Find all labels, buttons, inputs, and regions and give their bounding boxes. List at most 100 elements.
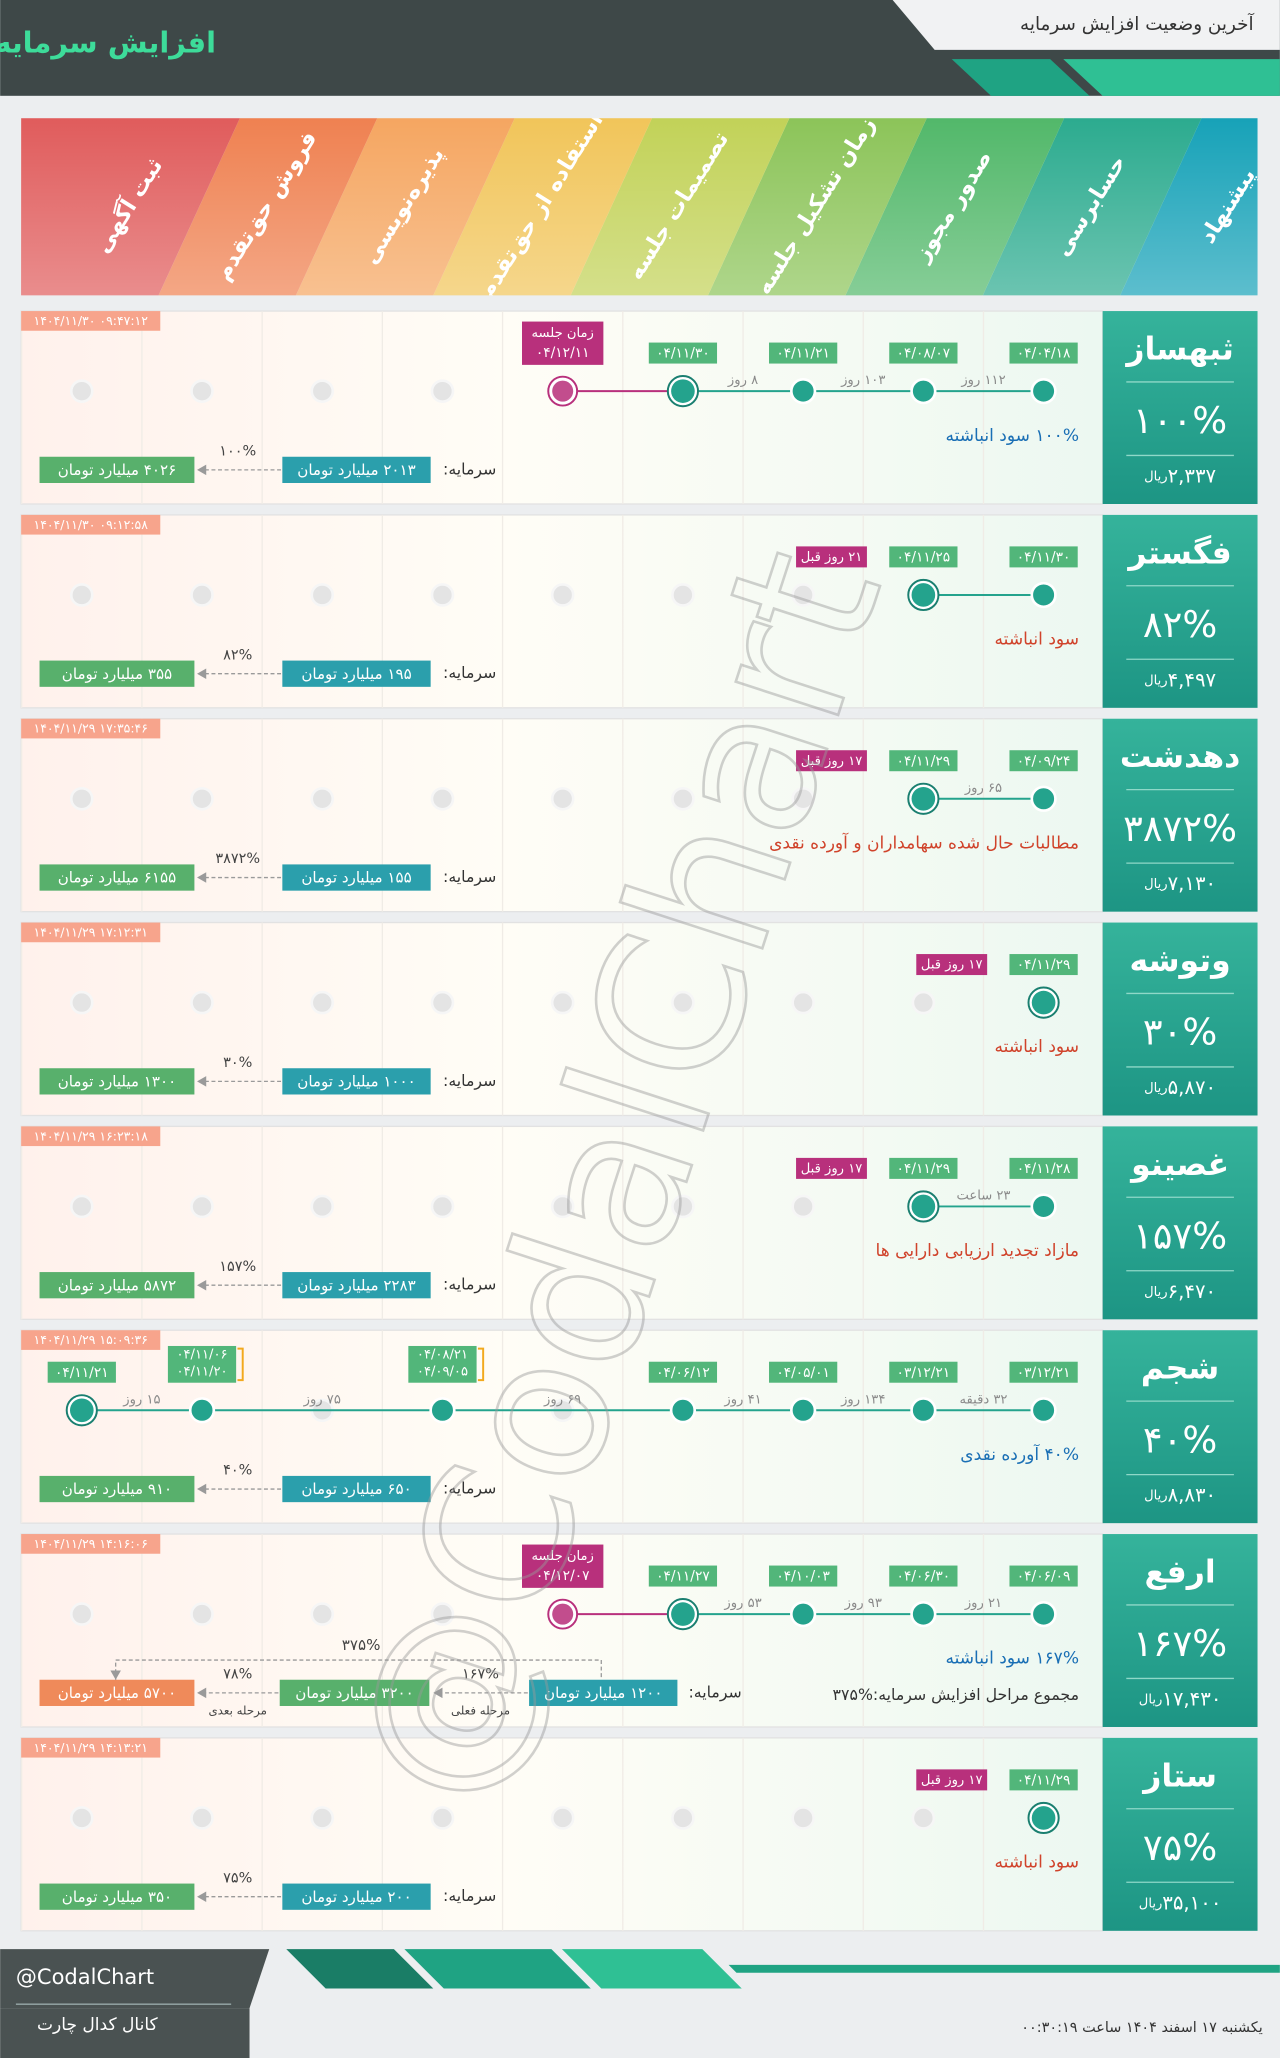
currency: ریال xyxy=(1144,1488,1168,1503)
stripe xyxy=(728,1964,1280,1973)
stage-dot-empty xyxy=(671,990,695,1015)
stage-dot-empty xyxy=(69,1602,94,1626)
result-text: ۱۳۰۰ میلیارد تومان xyxy=(58,1073,176,1091)
date: ۰۴/۱۱/۲۷ xyxy=(656,1569,710,1585)
date: ۰۴/۱۱/۲۱ xyxy=(776,346,830,362)
result-text: ۶۱۵۵ میلیارد تومان xyxy=(58,869,176,887)
timestamp: ۱۴۰۴/۱۱/۲۹ ۱۷:۳۵:۴۶ xyxy=(34,721,148,736)
result xyxy=(39,1679,195,1706)
capital-text: ۱۹۵ میلیارد تومان xyxy=(301,665,411,683)
stripe xyxy=(404,1949,591,1989)
date: ۰۴/۰۶/۱۲ xyxy=(656,1365,710,1381)
page-subtitle: آخرین وضعیت افزایش سرمایه xyxy=(1020,12,1254,35)
total: ۳۷۵% xyxy=(342,1636,381,1654)
date-badge xyxy=(889,546,958,568)
result xyxy=(39,864,195,891)
stage-dot xyxy=(1030,378,1057,405)
percent: ۳۸۷۲% xyxy=(1123,807,1237,850)
ago-label: ۱۷ روز قبل xyxy=(921,1773,983,1788)
increase: ۷۵% xyxy=(223,1870,252,1886)
stage-dot-empty xyxy=(430,379,455,403)
date-bracket xyxy=(477,1347,485,1382)
capital-label: سرمایه: xyxy=(443,1479,496,1499)
stage-dot-empty xyxy=(190,1806,214,1830)
gap-label: ۱۳۴ روز xyxy=(840,1392,885,1407)
price-value: ۸,۸۳۰ xyxy=(1168,1483,1217,1506)
date: ۰۴/۱۱/۲۸ xyxy=(1017,1161,1071,1177)
result xyxy=(39,1475,195,1503)
price: ۵,۸۷۰ریال xyxy=(1144,1075,1216,1098)
stage-dot-empty xyxy=(550,583,575,607)
date: ۰۴/۰۶/۳۰ xyxy=(897,1569,951,1585)
stage-dot xyxy=(429,1397,456,1424)
stage-dot xyxy=(910,378,937,405)
capital-text: ۱۰۰۰ میلیارد تومان xyxy=(297,1073,415,1091)
side-panel xyxy=(1102,1737,1258,1931)
date-badge xyxy=(889,342,958,364)
date-badge xyxy=(1009,954,1078,976)
stage-dot-empty xyxy=(671,583,695,607)
ago-label: ۱۷ روز قبل xyxy=(801,1162,863,1177)
date-badge xyxy=(648,1361,718,1383)
date-badge xyxy=(167,1345,237,1383)
footer-channel: کانال کدال چارت xyxy=(37,2015,159,2035)
capital xyxy=(282,1883,431,1910)
timestamp-badge xyxy=(21,1534,161,1554)
date-badge xyxy=(1009,1361,1078,1383)
stage-dot xyxy=(790,1397,817,1424)
capital-text: ۲۲۸۳ میلیارد تومان xyxy=(297,1276,415,1294)
price-value: ۶,۴۷۰ xyxy=(1168,1279,1217,1302)
total-line xyxy=(114,1659,602,1680)
stage-dot-empty xyxy=(791,1194,815,1219)
stage-dot-empty xyxy=(791,1806,815,1830)
date-badge xyxy=(889,1565,958,1587)
price: ۳۵,۱۰۰ریال xyxy=(1139,1891,1222,1914)
capital-text: ۱۵۵ میلیارد تومان xyxy=(301,869,411,887)
capital-text: ۲۰۰ میلیارد تومان xyxy=(301,1888,411,1906)
stripe xyxy=(561,1949,742,1989)
capital xyxy=(282,1068,431,1095)
stage-dot-empty xyxy=(69,1194,94,1219)
timestamp: ۱۴۰۴/۱۱/۳۰ ۰۹:۱۲:۵۸ xyxy=(34,517,149,532)
result xyxy=(39,660,195,687)
timestamp: ۱۴۰۴/۱۱/۳۰ ۰۹:۴۷:۱۲ xyxy=(34,313,149,328)
timestamp: ۱۴۰۴/۱۱/۲۹ ۱۷:۱۲:۳۱ xyxy=(34,925,148,940)
symbol: فگستر xyxy=(1126,534,1231,571)
meeting-label: زمان جلسه xyxy=(532,326,594,341)
date: ۰۴/۱۱/۳۰ xyxy=(1017,550,1071,566)
stage-dot xyxy=(1030,1397,1057,1424)
stage-dot-empty xyxy=(550,990,575,1015)
stage-dot-empty xyxy=(791,583,815,607)
description: ۴۰% آورده نقدی xyxy=(960,1443,1079,1465)
ago-label: ۱۷ روز قبل xyxy=(801,754,863,769)
meeting-dot-core xyxy=(552,1603,574,1625)
currency: ریال xyxy=(1144,469,1168,484)
current-dot-core xyxy=(671,1602,695,1626)
stage-dot xyxy=(1030,785,1057,812)
stage-dot-empty xyxy=(190,1602,214,1626)
timestamp-badge xyxy=(21,1330,161,1350)
date-badge xyxy=(408,1345,477,1383)
price-value: ۴,۴۹۷ xyxy=(1168,668,1217,691)
timestamp: ۱۴۰۴/۱۱/۲۹ ۱۶:۲۳:۱۸ xyxy=(34,1128,149,1143)
symbol: دهدشت xyxy=(1120,739,1241,775)
stage-dot xyxy=(1030,1193,1057,1220)
date: ۰۴/۱۱/۳۰ xyxy=(656,346,710,362)
stage-dot-empty xyxy=(671,1194,695,1219)
gap-label: ۵۳ روز xyxy=(723,1596,761,1611)
stage-dot-empty xyxy=(911,990,936,1015)
capital-label: سرمایه: xyxy=(443,867,496,887)
timestamp-badge xyxy=(21,514,161,535)
timestamp-badge xyxy=(21,922,161,943)
capital xyxy=(282,1272,431,1299)
side-panel xyxy=(1102,718,1258,912)
ago-label: ۱۷ روز قبل xyxy=(921,958,983,973)
symbol: ارفع xyxy=(1145,1554,1216,1590)
ago-badge xyxy=(916,1769,988,1791)
price: ۱۷,۴۳۰ریال xyxy=(1139,1687,1222,1710)
stage-dot-empty xyxy=(190,379,214,403)
date-badge xyxy=(648,1565,718,1587)
